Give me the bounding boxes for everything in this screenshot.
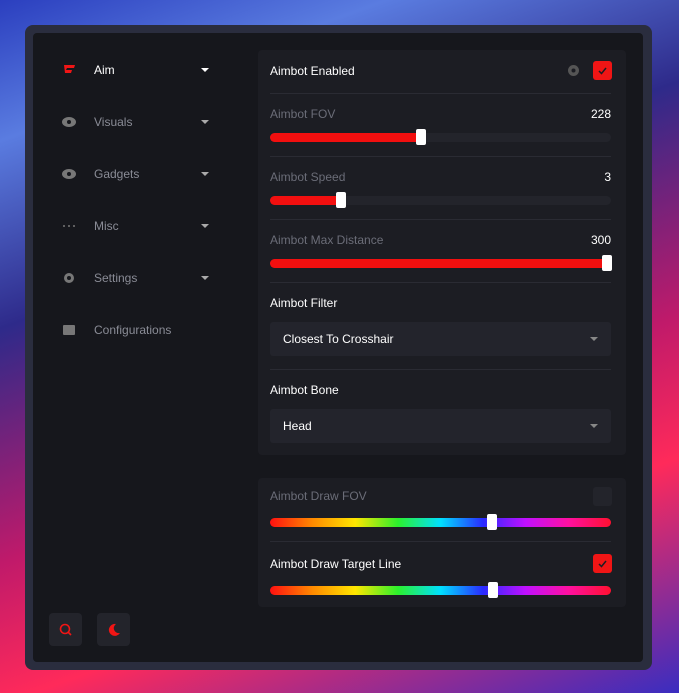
chevron	[201, 276, 209, 280]
separator	[270, 541, 611, 542]
search-button[interactable]	[49, 613, 82, 646]
slider-knob[interactable]	[487, 514, 497, 530]
slider-knob[interactable]	[602, 255, 612, 271]
separator	[270, 219, 611, 220]
separator	[270, 282, 611, 283]
check-icon	[598, 67, 607, 75]
checkbox[interactable]	[593, 554, 612, 573]
dots-icon	[63, 225, 75, 227]
dropdown-label: Aimbot Filter	[270, 296, 338, 310]
slider-value: 228	[590, 107, 611, 121]
chevron	[201, 224, 209, 228]
gear-icon[interactable]	[567, 64, 580, 77]
eye-icon	[62, 117, 76, 127]
nav-item[interactable]: Configurations	[94, 323, 172, 337]
draw-card	[258, 478, 626, 607]
color-slider[interactable]	[270, 582, 611, 598]
separator	[270, 369, 611, 370]
slider-knob[interactable]	[416, 129, 426, 145]
dropdown[interactable]: Head	[270, 409, 611, 443]
slider[interactable]	[270, 255, 612, 271]
slider-value: 300	[590, 233, 611, 247]
dropdown-arrow	[590, 337, 598, 341]
dropdown-label: Aimbot Bone	[270, 383, 339, 397]
nav-item[interactable]: Visuals	[94, 115, 133, 129]
check-icon	[598, 560, 607, 568]
logo-icon	[64, 65, 75, 73]
eye-icon	[62, 169, 76, 179]
folder-icon	[63, 325, 75, 335]
slider-value: 3	[604, 170, 611, 184]
slider-fill	[270, 196, 341, 205]
gear-icon	[64, 273, 74, 283]
theme-button[interactable]	[97, 613, 130, 646]
slider-fill	[270, 259, 607, 268]
toggle-label: Aimbot Draw FOV	[270, 489, 367, 503]
dropdown-value: Head	[283, 419, 312, 433]
slider[interactable]	[270, 129, 611, 145]
checkbox[interactable]	[593, 487, 612, 506]
nav-item[interactable]: Settings	[94, 271, 138, 285]
chevron	[201, 120, 209, 124]
dropdown-arrow	[590, 424, 598, 428]
slider-fill	[270, 133, 421, 142]
checkbox[interactable]	[593, 61, 612, 80]
slider-label: Aimbot Max Distance	[270, 233, 384, 247]
dropdown[interactable]: Closest To Crosshair	[270, 322, 611, 356]
color-slider[interactable]	[270, 514, 611, 530]
nav-item[interactable]: Aim	[94, 63, 115, 77]
slider-knob[interactable]	[336, 192, 346, 208]
toggle-label: Aimbot Enabled	[270, 64, 355, 78]
chevron	[201, 68, 209, 72]
moon-icon	[108, 623, 120, 636]
slider-label: Aimbot Speed	[270, 170, 346, 184]
slider-label: Aimbot FOV	[270, 107, 336, 121]
toggle-label: Aimbot Draw Target Line	[270, 557, 402, 571]
nav-item[interactable]: Gadgets	[94, 167, 140, 181]
dropdown-value: Closest To Crosshair	[283, 332, 394, 346]
aim-card	[258, 50, 626, 455]
search-icon	[59, 623, 72, 636]
nav-item[interactable]: Misc	[94, 219, 119, 233]
slider[interactable]	[270, 192, 611, 208]
slider-knob[interactable]	[488, 582, 498, 598]
chevron	[201, 172, 209, 176]
separator	[270, 93, 611, 94]
separator	[270, 156, 611, 157]
